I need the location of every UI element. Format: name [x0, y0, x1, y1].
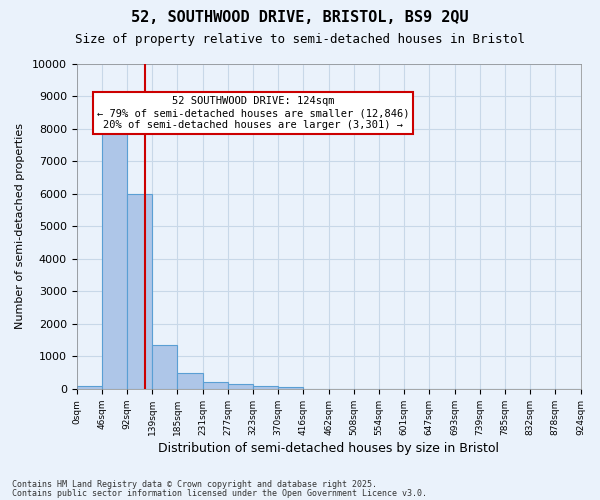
- Bar: [278, 388, 304, 389]
- Text: Contains public sector information licensed under the Open Government Licence v3: Contains public sector information licen…: [12, 488, 427, 498]
- Text: 52 SOUTHWOOD DRIVE: 124sqm
← 79% of semi-detached houses are smaller (12,846)
20: 52 SOUTHWOOD DRIVE: 124sqm ← 79% of semi…: [97, 96, 409, 130]
- Bar: [203, 382, 228, 389]
- Bar: [178, 372, 203, 389]
- Bar: [77, 386, 102, 389]
- Text: Size of property relative to semi-detached houses in Bristol: Size of property relative to semi-detach…: [75, 32, 525, 46]
- Y-axis label: Number of semi-detached properties: Number of semi-detached properties: [15, 124, 25, 330]
- Bar: [102, 132, 127, 389]
- Text: 52, SOUTHWOOD DRIVE, BRISTOL, BS9 2QU: 52, SOUTHWOOD DRIVE, BRISTOL, BS9 2QU: [131, 10, 469, 25]
- Bar: [127, 194, 152, 389]
- Text: Contains HM Land Registry data © Crown copyright and database right 2025.: Contains HM Land Registry data © Crown c…: [12, 480, 377, 489]
- Bar: [228, 384, 253, 389]
- Bar: [152, 345, 178, 389]
- Bar: [253, 386, 278, 389]
- X-axis label: Distribution of semi-detached houses by size in Bristol: Distribution of semi-detached houses by …: [158, 442, 499, 455]
